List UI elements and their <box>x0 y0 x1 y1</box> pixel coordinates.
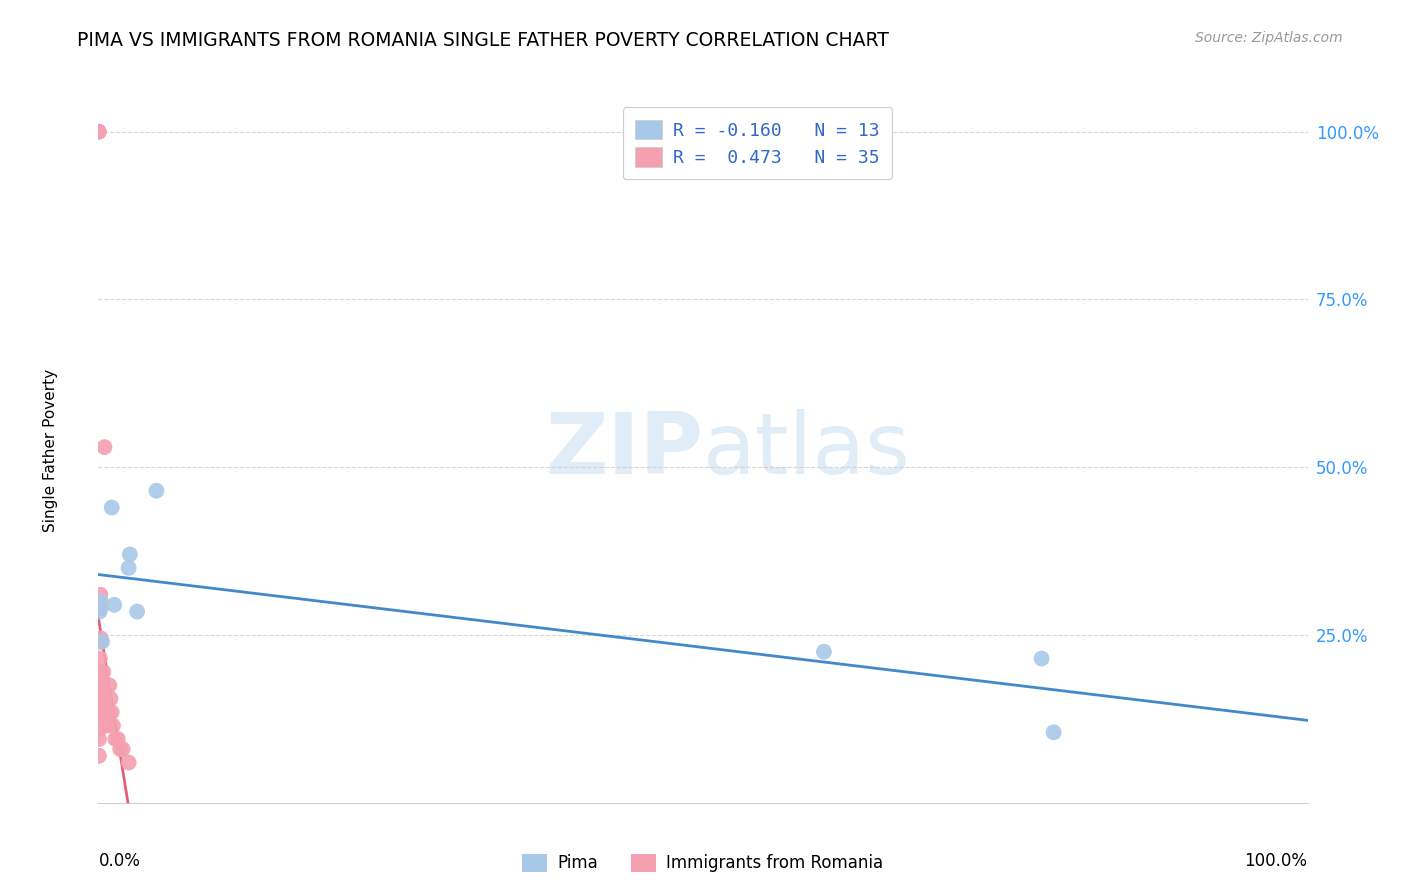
Point <box>90 594 112 608</box>
Point <box>89 702 111 716</box>
Point <box>91 691 114 706</box>
Point <box>107 732 129 747</box>
Point <box>89 685 111 699</box>
Point <box>100 691 122 706</box>
Text: 100.0%: 100.0% <box>1244 852 1308 870</box>
Point <box>89 605 111 619</box>
Point <box>91 665 114 679</box>
Text: PIMA VS IMMIGRANTS FROM ROMANIA SINGLE FATHER POVERTY CORRELATION CHART: PIMA VS IMMIGRANTS FROM ROMANIA SINGLE F… <box>77 31 889 50</box>
Text: 0.0%: 0.0% <box>98 852 141 870</box>
Point <box>1031 651 1053 665</box>
Point <box>89 634 111 648</box>
Text: atlas: atlas <box>703 409 911 492</box>
Point <box>87 125 110 139</box>
Point <box>87 748 110 763</box>
Point <box>96 718 118 732</box>
Point <box>89 588 111 602</box>
Point <box>90 705 112 719</box>
Point <box>145 483 167 498</box>
Point <box>100 500 122 515</box>
Text: Source: ZipAtlas.com: Source: ZipAtlas.com <box>1195 31 1343 45</box>
Point <box>813 645 835 659</box>
Point <box>101 718 124 732</box>
Point <box>118 548 141 562</box>
Point <box>93 705 115 719</box>
Legend: Pima, Immigrants from Romania: Pima, Immigrants from Romania <box>516 847 890 879</box>
Point <box>111 742 134 756</box>
Point <box>89 601 111 615</box>
Point <box>100 705 122 719</box>
Point <box>89 691 111 706</box>
Point <box>93 440 115 454</box>
Point <box>103 598 125 612</box>
Point <box>90 665 112 679</box>
Point <box>87 732 110 747</box>
Point <box>91 634 114 648</box>
Point <box>89 722 111 736</box>
Point <box>97 705 120 719</box>
Point <box>90 632 112 646</box>
Point <box>91 678 114 692</box>
Text: ZIP: ZIP <box>546 409 703 492</box>
Point <box>98 678 121 692</box>
Point <box>87 125 110 139</box>
Point <box>118 756 141 770</box>
Point <box>90 678 112 692</box>
Point <box>89 708 111 723</box>
Point <box>89 668 111 682</box>
Text: Single Father Poverty: Single Father Poverty <box>42 369 58 532</box>
Point <box>104 732 127 747</box>
Point <box>108 742 131 756</box>
Point <box>93 691 115 706</box>
Point <box>1042 725 1064 739</box>
Point <box>118 561 141 575</box>
Point <box>127 605 149 619</box>
Point <box>89 651 111 665</box>
